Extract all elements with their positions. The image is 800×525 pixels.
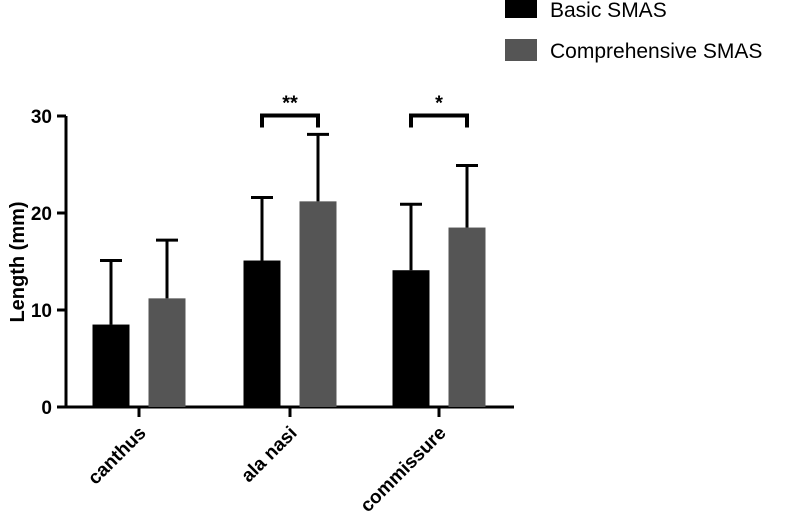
significance-bracket-ala-nasi bbox=[260, 113, 320, 128]
legend-swatch-comprehensive-smas bbox=[505, 39, 537, 61]
x-tick-label-commissure: commissure bbox=[357, 423, 451, 517]
y-tick-label-30: 30 bbox=[31, 107, 52, 128]
x-tick-label-canthus: canthus bbox=[84, 423, 150, 489]
y-tick-label-0: 0 bbox=[41, 398, 52, 419]
x-tick-label-ala-nasi: ala nasi bbox=[237, 423, 301, 487]
significance-bracket-commissure bbox=[409, 113, 469, 128]
bar-basic-smas-commissure bbox=[392, 270, 430, 407]
y-tick-label-20: 20 bbox=[31, 204, 52, 225]
bar-basic-smas-ala-nasi bbox=[243, 260, 281, 407]
bar-comprehensive-smas-canthus bbox=[148, 298, 186, 407]
legend-label-comprehensive-smas: Comprehensive SMAS bbox=[550, 40, 762, 63]
bar-comprehensive-smas-commissure bbox=[448, 227, 486, 407]
legend-swatch-basic-smas bbox=[505, 0, 537, 18]
legend: Basic SMAS Comprehensive SMAS bbox=[505, 0, 762, 63]
bar-comprehensive-smas-ala-nasi bbox=[299, 201, 337, 407]
significance-label-ala-nasi: ** bbox=[282, 93, 298, 115]
significance-label-commissure: * bbox=[435, 93, 443, 115]
bar-basic-smas-canthus bbox=[92, 324, 130, 407]
y-axis-label: Length (mm) bbox=[7, 201, 29, 322]
y-tick-label-10: 10 bbox=[31, 301, 52, 322]
legend-label-basic-smas: Basic SMAS bbox=[550, 0, 667, 22]
